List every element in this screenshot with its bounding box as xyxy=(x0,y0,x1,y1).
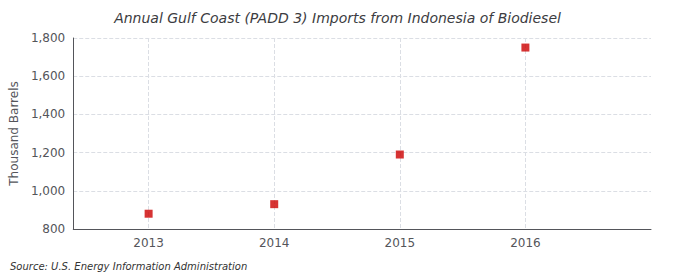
svg-text:800: 800 xyxy=(42,222,65,236)
svg-text:2014: 2014 xyxy=(259,236,290,250)
svg-text:Annual Gulf Coast (PADD 3) Imp: Annual Gulf Coast (PADD 3) Imports from … xyxy=(113,10,561,26)
svg-text:1,800: 1,800 xyxy=(31,31,65,45)
svg-text:2016: 2016 xyxy=(510,236,541,250)
svg-text:1,200: 1,200 xyxy=(31,146,65,160)
svg-text:1,600: 1,600 xyxy=(31,69,65,83)
svg-text:1,400: 1,400 xyxy=(31,107,65,121)
svg-text:1,000: 1,000 xyxy=(31,184,65,198)
svg-text:2015: 2015 xyxy=(385,236,416,250)
svg-text:Source: U.S. Energy Informatio: Source: U.S. Energy Information Administ… xyxy=(10,261,247,272)
svg-text:2013: 2013 xyxy=(133,236,164,250)
svg-text:Thousand Barrels: Thousand Barrels xyxy=(7,81,21,186)
